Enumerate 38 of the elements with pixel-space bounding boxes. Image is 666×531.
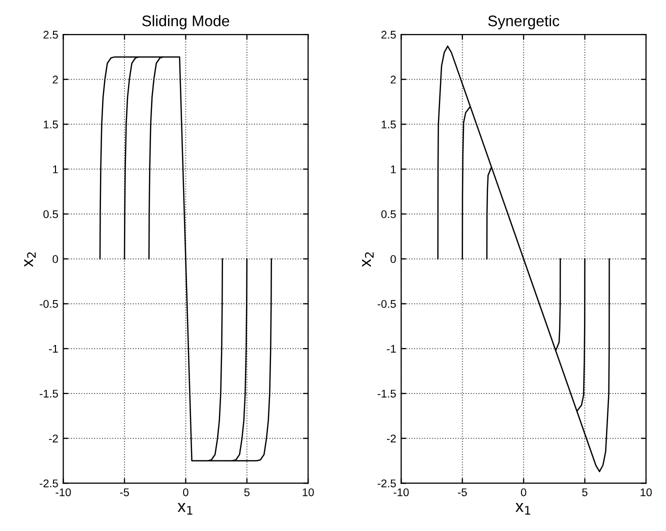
y-tick-label: 1.5 [382,120,396,128]
y-axis-title: x$_{2}$ [362,252,374,267]
y-tick-label: -1.5 [378,390,396,398]
y-tick-label: 0.5 [43,210,58,218]
y-tick-label: -2 [386,434,396,442]
y-tick-label: 1.5 [44,120,58,128]
y-tick-label: 0.5 [381,210,396,218]
y-tick-label: 0 [52,255,58,263]
y-tick-label: -1.5 [40,390,58,398]
y-tick-label: 0 [390,255,396,263]
y-tick-label: 2 [52,76,58,84]
chart-title: Synergetic [488,15,560,30]
y-tick-label: -2 [49,434,58,442]
x-tick-label: 5 [582,488,588,496]
x-axis-title: x$_{1}$ [178,503,192,515]
x-tick-label: -5 [458,488,467,496]
y-axis-title: x$_{2}$ [24,252,36,267]
x-tick-label: 5 [244,488,250,496]
y-tick-label: 1 [390,166,396,174]
y-tick-label: -2.5 [40,479,58,488]
y-tick-label: -1 [386,344,396,353]
x-tick-label: 0 [520,488,526,496]
x-tick-label: 0 [183,488,188,496]
y-tick-label: -1 [49,344,58,353]
chart-title: Sliding Mode [142,15,230,30]
y-tick-label: -2.5 [378,479,396,488]
x-tick-label: -10 [394,488,409,496]
x-axis-title: x$_{1}$ [516,503,530,515]
y-tick-label: -0.5 [378,300,396,308]
y-tick-label: 2.5 [44,30,58,39]
y-tick-label: 1 [53,166,58,174]
y-tick-label: 2.5 [381,30,396,39]
x-tick-label: -10 [56,488,71,496]
y-tick-label: 2 [390,76,396,84]
x-tick-label: 10 [302,488,314,496]
x-tick-label: -5 [120,488,129,496]
y-tick-label: -0.5 [40,300,58,308]
x-tick-label: 10 [640,488,652,496]
